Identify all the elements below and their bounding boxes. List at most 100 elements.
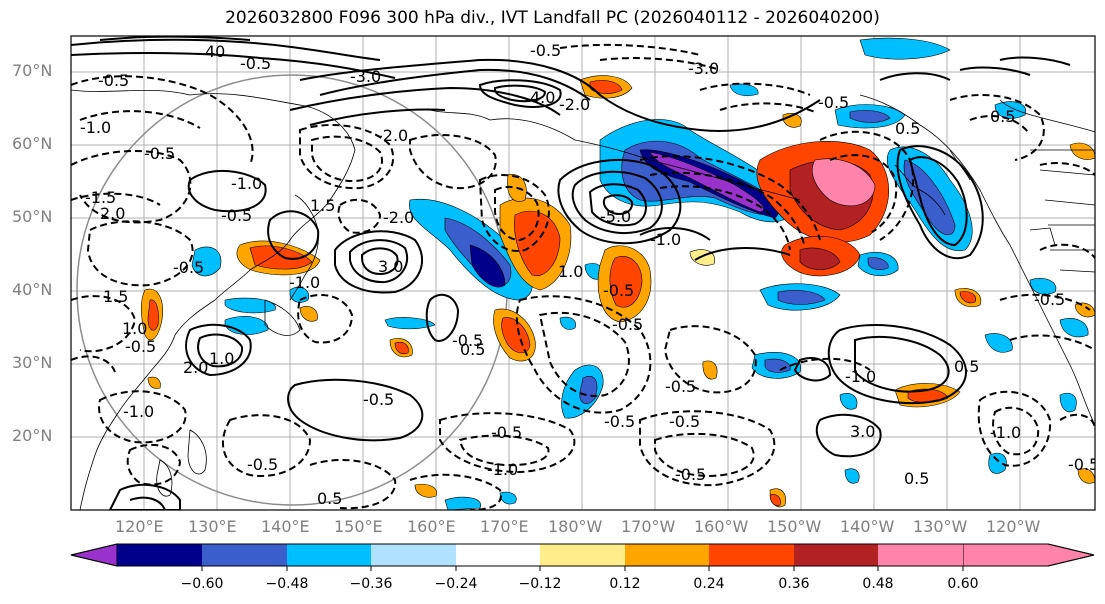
colorbar-tick-label: 0.24 [693, 576, 725, 592]
contour-label: -0.5 [98, 71, 129, 90]
contour-label: -0.5 [603, 281, 634, 300]
contour-label: 1.5 [103, 287, 128, 306]
contour-label: 0.5 [895, 119, 920, 138]
contour-label: 2.0 [183, 358, 208, 377]
colorbar-segment [117, 544, 202, 566]
contour-label: -0.5 [665, 377, 696, 396]
lat-label: 20°N [12, 426, 53, 445]
contour-label: -0.5 [604, 412, 635, 431]
contour-label: 3.0 [850, 422, 875, 441]
colorbar-tick-label: 0.60 [947, 576, 979, 592]
colorbar [70, 543, 1095, 571]
lon-label: 120°E [115, 517, 164, 536]
contour-label: -0.5 [530, 41, 561, 60]
lat-label: 30°N [12, 353, 53, 372]
contour-label: 1.5 [310, 196, 335, 215]
contour-label: 0.5 [904, 469, 929, 488]
contour-label: 0.5 [317, 489, 342, 508]
colorbar-tick-label: −0.12 [518, 576, 562, 592]
divergence-negative-contours [71, 43, 1095, 510]
contour-label: -2.0 [559, 95, 590, 114]
lon-label: 160°E [407, 517, 456, 536]
contour-label: -1.0 [650, 230, 681, 249]
contour-label: -1.0 [289, 273, 320, 292]
contour-label: 0.5 [954, 357, 979, 376]
contour-label: -2.0 [383, 208, 414, 227]
contour-label: -1.0 [231, 174, 262, 193]
map-background [71, 36, 1095, 510]
lon-label: 140°E [261, 517, 310, 536]
contour-label: -2.0 [377, 126, 408, 145]
lat-label: 60°N [12, 134, 53, 153]
contour-label: -1.0 [845, 367, 876, 386]
contour-label: -0.5 [818, 93, 849, 112]
lat-label: 40°N [12, 280, 53, 299]
lat-label: 50°N [12, 207, 53, 226]
lat-label: 70°N [12, 61, 53, 80]
lon-label: 120°W [986, 517, 1041, 536]
figure-title: 2026032800 F096 300 hPa div., IVT Landfa… [225, 8, 880, 28]
colorbar-segment [878, 544, 963, 566]
contour-label: -0.5 [247, 455, 278, 474]
contour-labels: 40 -0.5 -3.0 -1.0 -0.5 -0.5 -0.5 -1.0 1.… [80, 41, 1099, 508]
contour-label: -3.0 [688, 59, 719, 78]
contour-label: -1.0 [123, 402, 154, 421]
contour-label: -0.5 [1068, 455, 1099, 474]
contour-label: -5.0 [600, 207, 631, 226]
contour-label: -0.5 [452, 331, 483, 350]
colorbar-segment [202, 544, 287, 566]
contour-label: -1.0 [990, 423, 1021, 442]
lon-label: 150°W [767, 517, 822, 536]
contour-label: -0.5 [363, 390, 394, 409]
contour-label: 4.0 [530, 88, 555, 107]
contour-label: -1.5 [85, 188, 116, 207]
lon-label: 170°W [621, 517, 676, 536]
contour-label: -0.5 [675, 465, 706, 484]
contour-label: -0.5 [491, 423, 522, 442]
colorbar-segment [709, 544, 794, 566]
contour-label: -3.0 [350, 67, 381, 86]
ivt-negative-shading [191, 37, 1089, 510]
colorbar-tick-label: 0.12 [609, 576, 641, 592]
contour-label: 3.0 [378, 257, 403, 276]
colorbar-tick-label: −0.24 [434, 576, 478, 592]
colorbar-segment [456, 544, 540, 566]
lon-label: 130°W [913, 517, 968, 536]
contour-label: -0.5 [144, 144, 175, 163]
coastlines [71, 89, 1095, 510]
contour-label: -1.0 [487, 460, 518, 479]
colorbar-extension-max [962, 543, 1095, 567]
map-frame [70, 35, 1096, 511]
colorbar-segment [625, 544, 709, 566]
divergence-positive-contours [71, 36, 1071, 510]
contour-label: 1.0 [558, 262, 583, 281]
lon-label: 170°E [480, 517, 529, 536]
ivt-positive-shading [140, 75, 1095, 508]
lon-label: 180°W [548, 517, 603, 536]
colorbar-tick-label: −0.48 [265, 576, 309, 592]
colorbar-segment [287, 544, 371, 566]
contour-label: -0.5 [240, 54, 271, 73]
colorbar-segment [371, 544, 456, 566]
colorbar-tick-label: 0.36 [778, 576, 810, 592]
colorbar-extension-min [70, 543, 118, 567]
colorbar-tick-label: −0.60 [180, 576, 224, 592]
lon-label: 160°W [694, 517, 749, 536]
contour-label: -0.5 [221, 206, 252, 225]
contour-label: -1.0 [80, 118, 111, 137]
contour-label: 1.0 [209, 349, 234, 368]
lon-label: 150°E [334, 517, 383, 536]
colorbar-segment [540, 544, 625, 566]
colorbar-tick-label: 0.48 [862, 576, 894, 592]
contour-label: -0.5 [173, 258, 204, 277]
contour-label: 0.5 [460, 340, 485, 359]
contour-label: 40 [205, 42, 225, 61]
contour-label: -0.5 [1034, 290, 1065, 309]
contour-label: 1.0 [122, 319, 147, 338]
colorbar-segment [794, 544, 878, 566]
contour-label: -0.5 [612, 315, 643, 334]
contour-label: 2.0 [100, 204, 125, 223]
colorbar-tick-label: −0.36 [349, 576, 393, 592]
contour-label: -0.5 [125, 337, 156, 356]
